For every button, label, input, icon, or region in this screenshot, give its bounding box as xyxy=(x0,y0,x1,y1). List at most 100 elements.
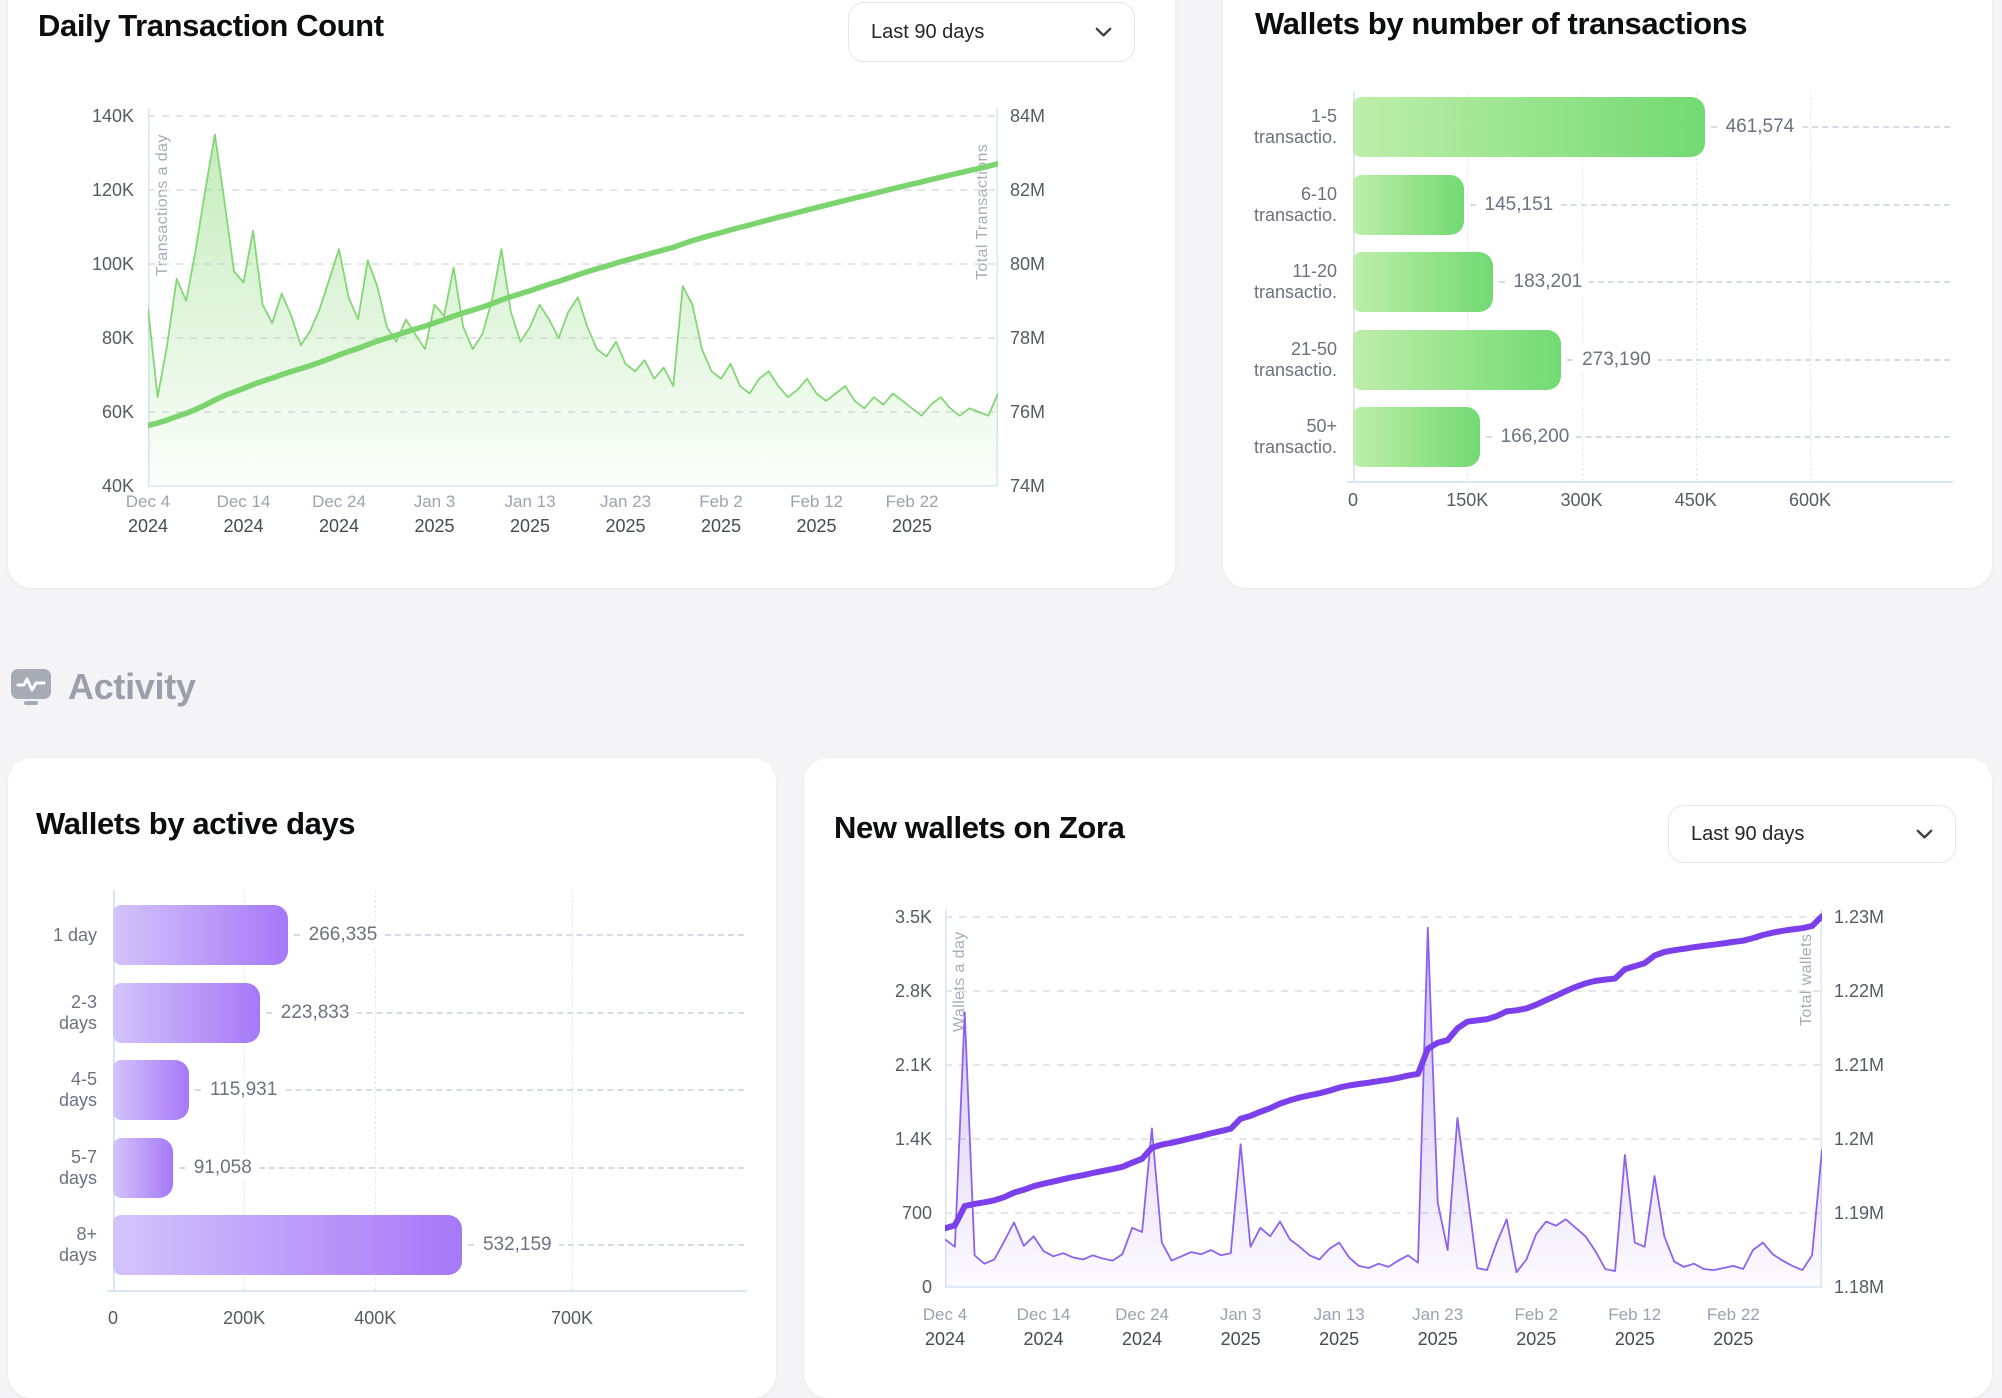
y-axis-tick-left: 0 xyxy=(921,1277,932,1297)
bar-value-label: 532,159 xyxy=(475,1232,559,1258)
y-axis-tick-left: 60K xyxy=(101,402,134,422)
x-axis-tick: 150K xyxy=(1446,490,1489,510)
y-axis-tick-left: 1.4K xyxy=(894,1129,932,1149)
y-axis-tick-right: 1.23M xyxy=(1834,907,1885,927)
chart-title: Wallets by active days xyxy=(36,806,356,841)
time-range-dropdown[interactable]: Last 90 days xyxy=(848,2,1135,62)
y-axis-tick-left: 100K xyxy=(91,254,134,274)
x-axis-tick: Dec 14 2024 xyxy=(216,492,271,536)
dashboard: { "section": { "label": "Activity" }, "c… xyxy=(8,0,1992,1398)
bar xyxy=(113,982,260,1043)
y-axis-tick-right: 76M xyxy=(1010,402,1046,422)
y-axis-tick-right: 84M xyxy=(1010,106,1046,126)
chart-title: Wallets by number of transactions xyxy=(1255,6,1748,41)
x-axis-tick: 600K xyxy=(1788,490,1832,510)
bar xyxy=(1353,329,1562,390)
plot-area xyxy=(942,907,1825,1300)
bar xyxy=(113,1137,173,1198)
x-axis-tick: 400K xyxy=(354,1308,397,1328)
bar-category-label: 8+ days xyxy=(58,1224,97,1265)
grid-line xyxy=(293,934,744,936)
grid-line xyxy=(1710,126,1950,128)
bar-category-label: 4-5 days xyxy=(58,1069,97,1110)
x-axis-line xyxy=(1347,481,1953,483)
grid-line xyxy=(1567,358,1950,361)
chevron-down-icon xyxy=(1916,829,1933,839)
daily-area-series xyxy=(148,134,998,486)
bar xyxy=(113,1215,462,1275)
bar xyxy=(1353,174,1464,235)
grid-line xyxy=(265,1011,744,1014)
x-axis-tick: Jan 3 2025 xyxy=(413,492,456,536)
y-axis-tick-left: 40K xyxy=(101,476,134,496)
grid-line xyxy=(1485,436,1950,438)
x-axis-tick: Jan 23 2025 xyxy=(599,492,652,536)
bar-value-label: 266,335 xyxy=(301,922,385,948)
x-axis-tick: Jan 13 2025 xyxy=(504,492,556,536)
daily-line-series xyxy=(944,926,1823,1274)
y-axis-tick-left: 80K xyxy=(101,328,134,348)
activity-icon xyxy=(11,669,51,705)
time-range-value: Last 90 days xyxy=(871,20,985,43)
x-axis-tick: Jan 23 2025 xyxy=(1412,1305,1464,1349)
y-axis-tick-right: 1.21M xyxy=(1834,1055,1885,1075)
chevron-down-icon xyxy=(1095,27,1112,37)
plot-area xyxy=(145,106,1001,499)
chart-title: Daily Transaction Count xyxy=(38,8,384,43)
bar-value-label: 115,931 xyxy=(203,1077,285,1103)
x-axis-tick: Feb 22 2025 xyxy=(1706,1305,1760,1349)
bar-category-label: 6-10 transactio. xyxy=(1253,183,1337,225)
grid-line xyxy=(178,1166,744,1169)
x-axis-tick: Feb 12 2025 xyxy=(790,492,843,536)
x-axis-tick: 0 xyxy=(107,1308,118,1328)
bar xyxy=(1353,252,1493,312)
bar-category-label: 21-50 transactio. xyxy=(1253,338,1337,380)
x-axis-tick: 0 xyxy=(1347,490,1358,510)
x-axis-tick: Feb 22 2025 xyxy=(885,492,939,536)
x-axis-tick: Jan 13 2025 xyxy=(1313,1305,1365,1349)
y-axis-tick-left: 2.8K xyxy=(894,981,932,1001)
bar-value-label: 166,200 xyxy=(1493,424,1577,450)
bar-category-label: 11-20 transactio. xyxy=(1253,261,1337,302)
y-axis-tick-right: 1.19M xyxy=(1834,1203,1885,1223)
total-line-series xyxy=(145,161,1001,429)
bar-value-label: 461,574 xyxy=(1718,114,1802,140)
grid-line xyxy=(1695,92,1697,481)
daily-area-series xyxy=(945,927,1822,1287)
y-axis-tick-right: 1.2M xyxy=(1834,1129,1875,1149)
x-axis-tick: Dec 4 2024 xyxy=(125,492,171,536)
total-line-series xyxy=(942,913,1825,1232)
x-axis-tick: 300K xyxy=(1560,490,1603,510)
bar-category-label: 1 day xyxy=(52,924,97,945)
time-range-value: Last 90 days xyxy=(1691,822,1805,845)
bar-category-label: 5-7 days xyxy=(58,1146,97,1188)
chart-card-wallets-by-active-days: Wallets by active days 0 200K 400K 700K 1 da… xyxy=(8,758,776,1398)
grid-line xyxy=(1810,92,1811,481)
section-header-activity: Activity xyxy=(10,666,196,708)
x-axis-tick: Dec 4 2024 xyxy=(922,1305,968,1349)
chart-card-new-wallets: New wallets on Zora Last 90 days 3.5K 1.2… xyxy=(804,758,1992,1398)
bar-value-label: 91,058 xyxy=(186,1154,259,1181)
x-axis-tick: Dec 24 2024 xyxy=(312,492,366,536)
y-axis-tick-left: 140K xyxy=(91,106,134,126)
grid-line xyxy=(1469,203,1950,206)
chart-card-daily-transactions: Daily Transaction Count Last 90 days 140… xyxy=(8,0,1175,588)
y-axis-tick-left: 2.1K xyxy=(894,1055,932,1075)
x-axis-tick: 200K xyxy=(223,1308,266,1328)
bar xyxy=(1353,97,1705,157)
grid-line xyxy=(1498,281,1950,283)
y-axis-tick-left: 700 xyxy=(901,1203,932,1223)
bar-value-label: 223,833 xyxy=(273,999,357,1026)
x-axis-tick: Jan 3 2025 xyxy=(1219,1305,1262,1349)
daily-line-series xyxy=(147,133,999,417)
y-axis-tick-right: 74M xyxy=(1010,476,1046,496)
y-axis-tick-right: 1.22M xyxy=(1834,981,1885,1001)
grid-line xyxy=(467,1244,744,1246)
y-axis-tick-right: 80M xyxy=(1010,254,1046,274)
x-axis-tick: Feb 2 2025 xyxy=(699,492,743,536)
x-axis-tick: 450K xyxy=(1674,490,1717,510)
x-axis-tick: Dec 14 2024 xyxy=(1016,1305,1071,1349)
time-range-dropdown[interactable]: Last 90 days xyxy=(1668,805,1956,863)
y-axis-tick-left: 3.5K xyxy=(894,907,932,927)
chart-title: New wallets on Zora xyxy=(834,810,1125,845)
